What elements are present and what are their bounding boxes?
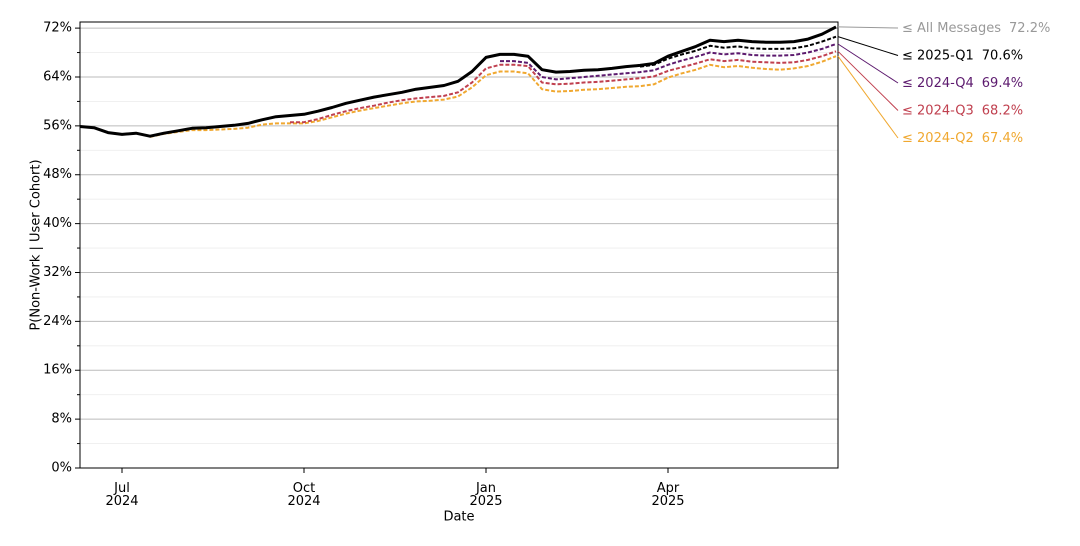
legend-entry: ≤ 2025-Q1 (902, 48, 974, 63)
label-connector (837, 26, 899, 29)
legend-entry: ≤ 2024-Q3 (902, 103, 974, 118)
y-tick-label: 8% (51, 412, 72, 427)
x-tick-label: Oct 2024 (287, 481, 321, 509)
value-label: 69.4% (982, 76, 1023, 91)
label-connector (837, 50, 899, 111)
value-label: 67.4% (982, 131, 1023, 146)
y-tick-label: 24% (43, 314, 72, 329)
label-connector (837, 55, 899, 139)
legend-entry: ≤ 2024-Q2 (902, 131, 974, 146)
y-tick-label: 40% (43, 216, 72, 231)
y-tick-label: 0% (51, 461, 72, 476)
series-line (500, 43, 837, 81)
y-tick-label: 72% (43, 21, 72, 36)
value-label: 70.6% (982, 48, 1023, 63)
value-label: 72.2% (1009, 21, 1050, 36)
end-label: ≤ 2024-Q4 69.4% (902, 76, 1023, 91)
label-connector (837, 36, 899, 56)
x-tick-label: Jan 2025 (469, 481, 503, 509)
end-label: ≤ All Messages 72.2% (902, 21, 1050, 36)
y-axis-label: P(Non-Work | User Cohort) (29, 159, 44, 330)
y-tick-label: 56% (43, 118, 72, 133)
legend-entry: ≤ All Messages (902, 21, 1001, 36)
value-label: 68.2% (982, 103, 1023, 118)
series-line (290, 50, 837, 124)
end-label: ≤ 2024-Q3 68.2% (902, 103, 1023, 118)
plot-frame (79, 21, 839, 469)
y-tick-label: 64% (43, 69, 72, 84)
x-tick-label: Jul 2024 (105, 481, 139, 509)
series-line (79, 25, 837, 138)
end-label: ≤ 2024-Q2 67.4% (902, 131, 1023, 146)
x-axis-label: Date (443, 510, 474, 525)
series-line (149, 55, 837, 138)
end-label: ≤ 2025-Q1 70.6% (902, 48, 1023, 63)
y-tick-label: 48% (43, 167, 72, 182)
label-connector (837, 43, 899, 84)
legend-entry: ≤ 2024-Q4 (902, 76, 974, 91)
x-tick-label: Apr 2025 (651, 481, 685, 509)
y-tick-label: 32% (43, 265, 72, 280)
y-tick-label: 16% (43, 363, 72, 378)
